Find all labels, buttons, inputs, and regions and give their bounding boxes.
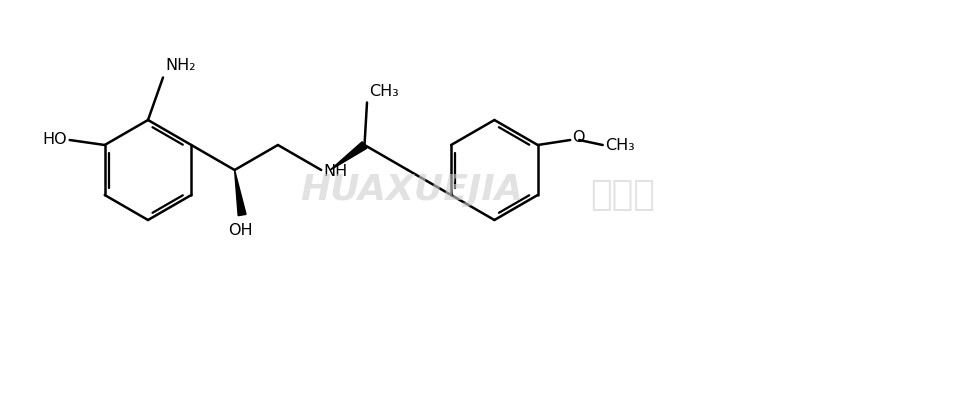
Text: NH₂: NH₂ xyxy=(165,58,195,74)
Text: HO: HO xyxy=(42,132,67,148)
Text: HUAXUEJIA: HUAXUEJIA xyxy=(300,173,523,207)
Text: CH₃: CH₃ xyxy=(605,138,634,152)
Text: O: O xyxy=(572,130,585,146)
Text: NH: NH xyxy=(323,164,348,180)
Text: OH: OH xyxy=(227,223,253,238)
Polygon shape xyxy=(330,142,367,170)
Text: CH₃: CH₃ xyxy=(369,84,399,98)
Polygon shape xyxy=(234,170,246,216)
Text: 化学加: 化学加 xyxy=(590,178,655,212)
